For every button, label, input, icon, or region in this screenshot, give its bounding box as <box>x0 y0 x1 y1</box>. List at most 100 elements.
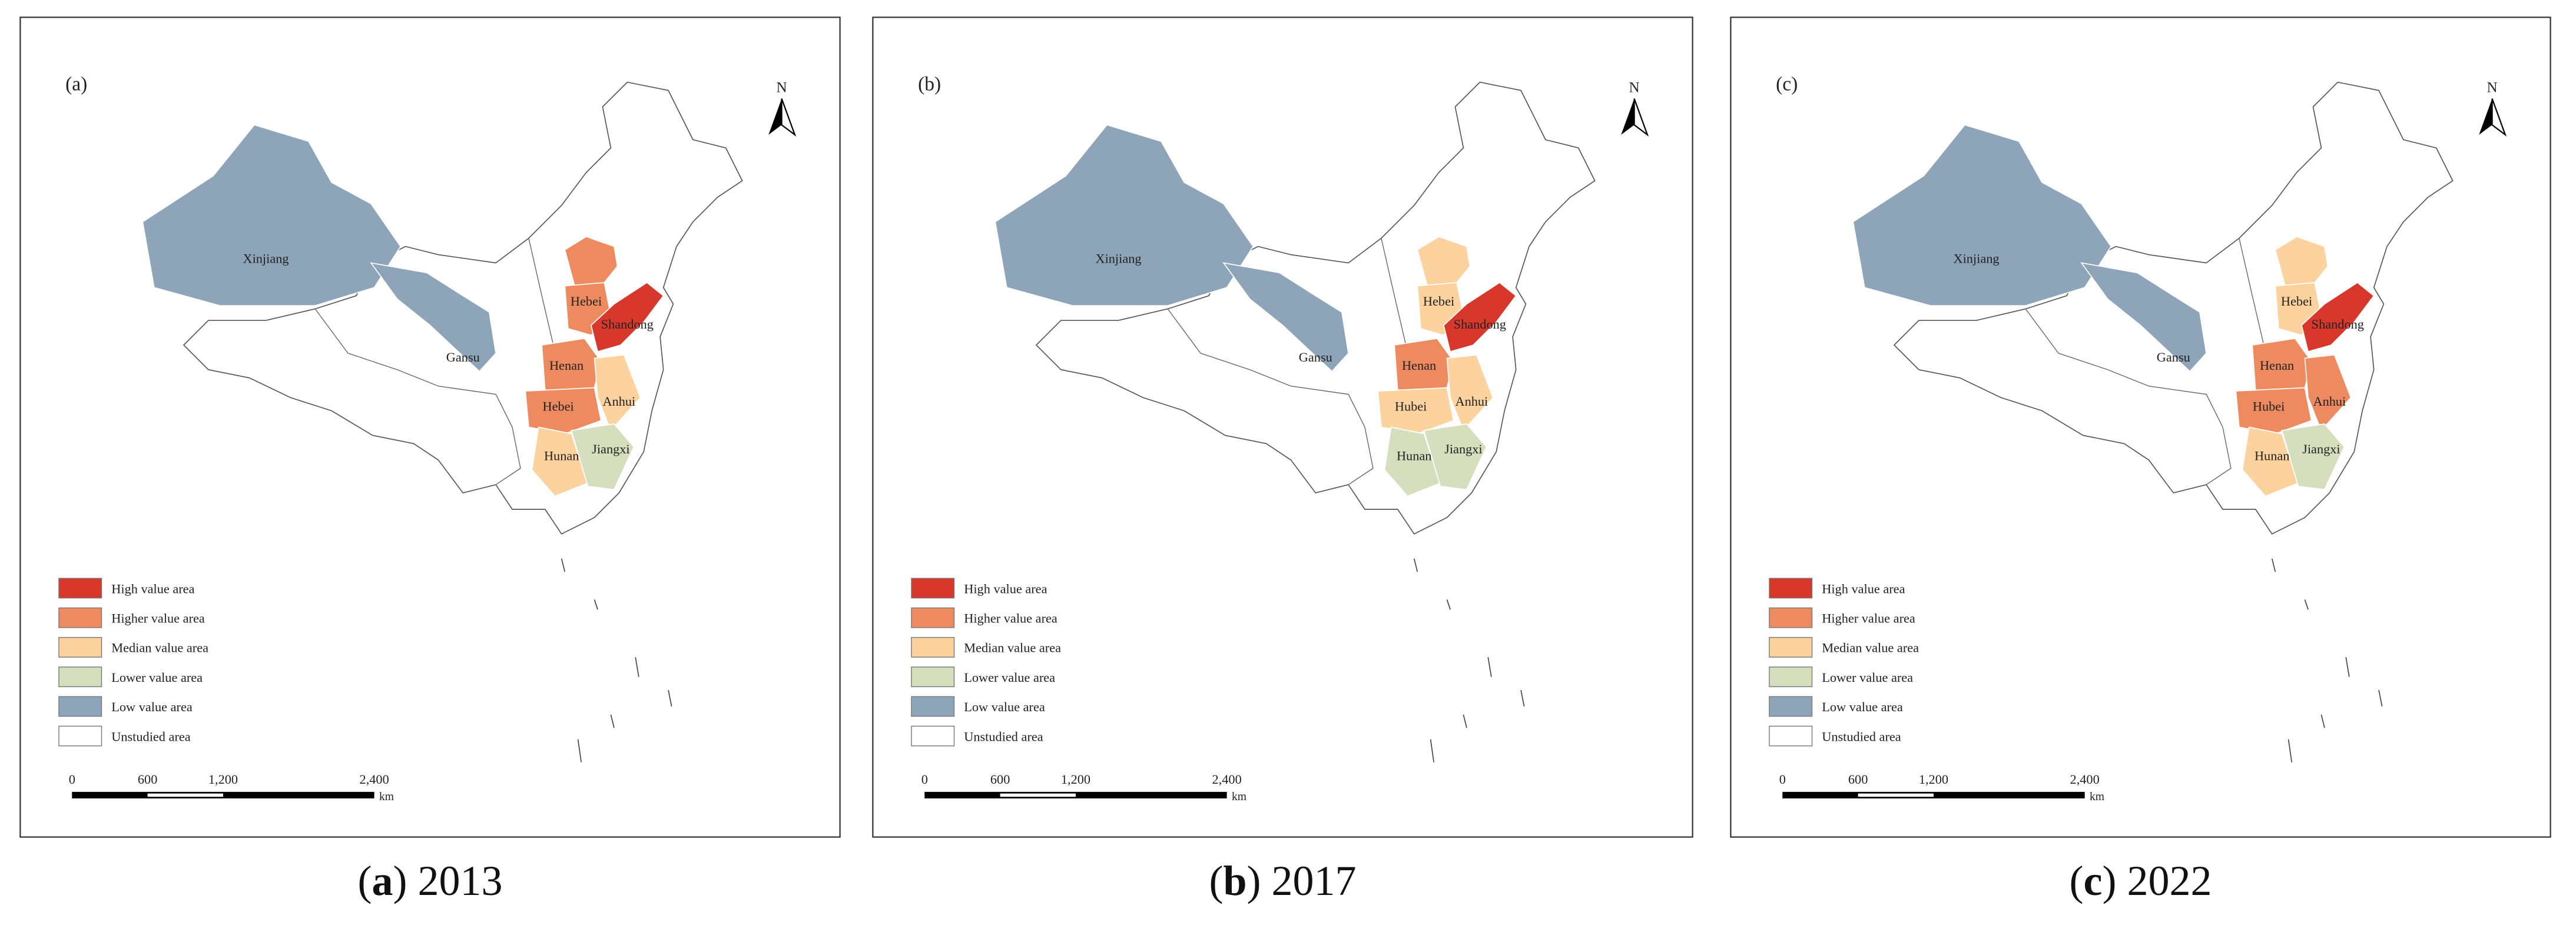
island <box>2345 657 2350 677</box>
region-label: Hebei <box>2281 294 2312 309</box>
island <box>1463 714 1467 728</box>
island <box>635 657 639 677</box>
caption-label: b <box>1223 857 1247 904</box>
region-label: Anhui <box>1455 394 1488 409</box>
north-arrow <box>2479 98 2492 135</box>
legend-swatch <box>911 725 955 747</box>
region <box>2304 354 2352 432</box>
legend-label: Median value area <box>964 641 1061 655</box>
scale-label: 1,200 <box>1919 772 1948 787</box>
region-label: Hubei <box>2253 399 2285 414</box>
region-label: Jiangxi <box>592 442 629 456</box>
panel-tag: (b) <box>918 74 941 95</box>
north-label: N <box>1629 79 1639 95</box>
island <box>610 714 615 728</box>
scale-unit: km <box>1232 791 1246 803</box>
scale-bar <box>147 793 223 797</box>
north-arrow <box>2491 98 2507 137</box>
legend-swatch <box>911 667 955 688</box>
north-arrow <box>781 98 797 137</box>
region-label: Henan <box>549 358 584 373</box>
region-label: Anhui <box>602 394 635 409</box>
caption-label: c <box>2083 857 2103 904</box>
caption-open: ( <box>1209 857 1224 904</box>
scale-bar <box>1782 791 2085 799</box>
region-label: Xinjiang <box>1095 251 1141 266</box>
island <box>561 558 566 572</box>
region-label: Hunan <box>544 448 579 463</box>
island <box>2320 714 2325 728</box>
scale-label: 1,200 <box>1061 772 1090 787</box>
north-arrow <box>768 98 782 135</box>
legend-label: Median value area <box>111 641 208 655</box>
caption-close: ) <box>2102 857 2117 904</box>
region-label: Gansu <box>1299 350 1332 364</box>
region-label: Anhui <box>2313 394 2346 409</box>
region <box>370 262 496 372</box>
province-borders <box>1381 238 1407 346</box>
legend-swatch <box>911 578 955 599</box>
north-label: N <box>776 79 787 95</box>
scale-bar <box>924 791 1227 799</box>
caption-year: 2013 <box>417 857 503 904</box>
region-label: Jiangxi <box>2302 442 2340 456</box>
scale-label: 600 <box>990 772 1010 787</box>
legend-label: Lower value area <box>964 670 1055 685</box>
legend-swatch <box>1769 578 1813 599</box>
island <box>2287 739 2293 762</box>
region-label: Gansu <box>2157 350 2190 364</box>
scale-label: 2,400 <box>2070 772 2100 787</box>
region-label: Shandong <box>2312 317 2364 331</box>
region <box>994 124 1254 306</box>
region-label: Xinjiang <box>1953 251 1999 266</box>
region <box>2242 426 2299 497</box>
region <box>525 387 602 435</box>
scale-label: 2,400 <box>1212 772 1242 787</box>
island <box>1413 558 1418 572</box>
legend-label: Low value area <box>111 699 193 714</box>
region <box>590 281 664 353</box>
legend-label: High value area <box>964 581 1047 596</box>
region <box>2281 423 2345 490</box>
legend-label: Low value area <box>964 699 1045 714</box>
region-label: Shandong <box>1454 317 1506 331</box>
province-borders <box>1167 309 1374 485</box>
region-label: Hunan <box>2255 448 2290 463</box>
region <box>1443 281 1517 353</box>
legend-label: Higher value area <box>111 611 205 626</box>
legend-swatch <box>58 607 102 628</box>
map-panel: Xinjiang Gansu Hebei Shandong Henan Hebei Anhu… <box>19 16 841 838</box>
caption-year: 2022 <box>2127 857 2212 904</box>
scale-label: 1,200 <box>208 772 238 787</box>
region-label: Hubei <box>1395 399 1427 414</box>
scale-bar <box>1858 793 1934 797</box>
caption-open: ( <box>357 857 372 904</box>
region-label: Hebei <box>542 399 573 414</box>
region-label: Gansu <box>446 350 480 364</box>
panel-tag: (c) <box>1776 74 1798 95</box>
island <box>594 599 598 610</box>
scale-unit: km <box>2090 791 2104 803</box>
province-borders <box>2239 238 2265 346</box>
province-borders <box>2025 309 2232 485</box>
caption-close: ) <box>1246 857 1261 904</box>
legend-swatch <box>911 607 955 628</box>
legend-label: High value area <box>1822 581 1905 596</box>
scale-unit: km <box>379 791 394 803</box>
region <box>1384 426 1441 497</box>
island <box>668 689 672 707</box>
legend-swatch <box>58 667 102 688</box>
scale-bar <box>1000 793 1076 797</box>
legend-label: Unstudied area <box>1822 729 1901 744</box>
island <box>1520 689 1525 707</box>
legend-label: Unstudied area <box>964 729 1043 744</box>
island <box>1487 657 1492 677</box>
caption: (b) 2017 <box>872 857 1693 906</box>
region <box>1446 354 1494 432</box>
region <box>142 124 402 306</box>
scale-label: 2,400 <box>360 772 389 787</box>
region-label: Henan <box>1402 358 1436 373</box>
